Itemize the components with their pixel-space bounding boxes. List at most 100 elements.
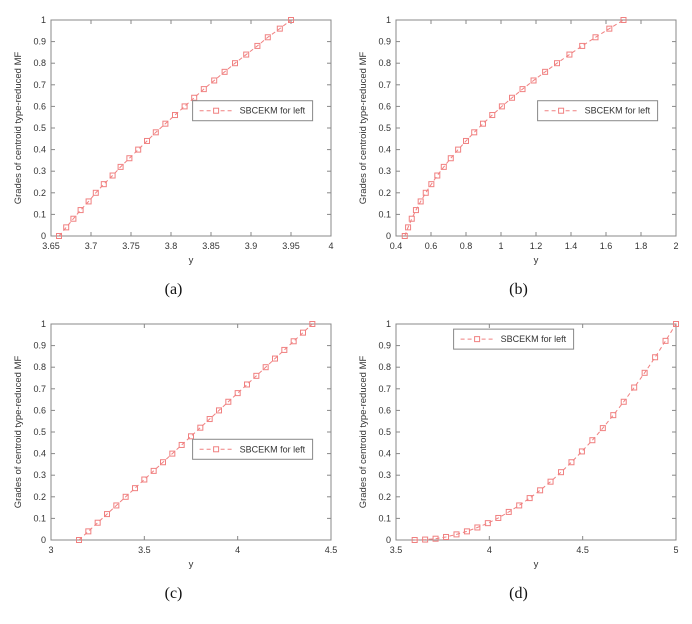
legend-box (191, 438, 313, 460)
series-marker (427, 181, 434, 188)
series-marker (109, 172, 116, 179)
x-tick-label: 3.85 (202, 241, 220, 251)
y-tick-label: 0.3 (378, 470, 391, 480)
y-tick-label: 0.8 (378, 58, 391, 68)
series-marker (411, 537, 418, 543)
series-marker (150, 467, 157, 474)
chart-svg: 3.5 4 4.5 5 0 0.1 0.2 0.3 0.4 0.5 0.6 0.7 0.8 0.9 1 y Gr… (358, 319, 679, 570)
series-marker (452, 531, 459, 538)
x-tick-label: 5 (673, 545, 678, 555)
series-marker (159, 459, 166, 466)
series-marker (299, 329, 306, 336)
y-tick-label: 0.7 (33, 80, 46, 90)
series-marker (442, 533, 449, 540)
series-line (414, 323, 676, 541)
axes-box (50, 19, 331, 237)
y-tick-label: 0.2 (33, 188, 46, 198)
series-marker (181, 103, 188, 110)
legend-marker-sample (473, 336, 480, 343)
series-marker (210, 77, 217, 84)
x-tick-label: 3.8 (164, 241, 177, 251)
series-marker (433, 172, 440, 179)
series-marker (243, 381, 250, 388)
y-axis-label: Grades of centroid type-reduced MF (13, 52, 24, 205)
series-marker (553, 60, 560, 67)
series-marker (308, 321, 315, 327)
y-tick-label: 1 (385, 15, 390, 25)
x-tick-label: 3.7 (84, 241, 97, 251)
panel-b: 0.4 0.6 0.8 1 1.2 1.4 1.6 1.8 2 0 0.1 0.2 0.3 0.4 0.5 0… (346, 10, 691, 310)
y-tick-label: 1 (40, 319, 45, 329)
series-marker (484, 520, 491, 527)
series-marker (421, 536, 428, 543)
series-marker (276, 25, 283, 32)
legend-label: SBCEKM for left (239, 106, 305, 116)
series-marker (187, 433, 194, 440)
y-tick-label: 0 (385, 535, 390, 545)
series-marker (85, 198, 92, 205)
series-marker (161, 120, 168, 127)
chart-svg: 0.4 0.6 0.8 1 1.2 1.4 1.6 1.8 2 0 0.1 0.2 0.3 0.4 0.5 0… (358, 15, 679, 266)
y-tick-label: 0.9 (33, 341, 46, 351)
series-marker (440, 163, 447, 170)
x-tick-label: 4 (328, 241, 333, 251)
series-marker (488, 112, 495, 119)
legend-label: SBCEKM for left (584, 106, 650, 116)
panel-d: 3.5 4 4.5 5 0 0.1 0.2 0.3 0.4 0.5 0.6 0.7 0.8 0.9 1 y Gr… (346, 314, 691, 614)
x-tick-label: 0.8 (459, 241, 472, 251)
series-line (58, 19, 291, 237)
chart-c: 3 3.5 4 4.5 0 0.1 0.2 0.3 0.4 0.5 0.6 0.7 0.8 0.9 1 y Gr… (9, 314, 339, 582)
x-tick-label: 1.4 (564, 241, 577, 251)
series-marker (287, 17, 294, 23)
series-marker (578, 448, 585, 455)
y-tick-label: 0.9 (33, 37, 46, 47)
y-tick-label: 0.2 (378, 492, 391, 502)
y-tick-label: 0.3 (378, 166, 391, 176)
y-tick-label: 0.4 (378, 449, 391, 459)
y-tick-label: 0.8 (33, 362, 46, 372)
series-marker (508, 94, 515, 101)
series-marker (651, 354, 658, 361)
series-marker (290, 338, 297, 345)
caption-a: (a) (164, 281, 183, 298)
x-axis-label: y (533, 255, 538, 266)
y-tick-label: 0.6 (378, 405, 391, 415)
chart-b: 0.4 0.6 0.8 1 1.2 1.4 1.6 1.8 2 0 0.1 0.2 0.3 0.4 0.5 0… (354, 10, 684, 278)
series-marker (264, 34, 271, 41)
series-marker (530, 77, 537, 84)
x-axis-label: y (533, 559, 538, 570)
series-marker (125, 155, 132, 162)
series-marker (557, 469, 564, 476)
y-tick-label: 0 (40, 231, 45, 241)
series-marker (168, 450, 175, 457)
series-marker (280, 346, 287, 353)
x-tick-label: 3.5 (138, 545, 151, 555)
series-marker (498, 103, 505, 110)
series-marker (599, 425, 606, 432)
series-marker (578, 42, 585, 49)
y-tick-label: 0.4 (33, 449, 46, 459)
series-marker (171, 112, 178, 119)
series-marker (404, 224, 411, 231)
x-tick-label: 1.2 (529, 241, 542, 251)
x-tick-label: 1.8 (634, 241, 647, 251)
caption-d: (d) (509, 585, 528, 602)
chart-a: 3.65 3.7 3.75 3.8 3.85 3.9 3.95 4 0 0.1 0.2 0.3 0.4 0… (9, 10, 339, 278)
series-marker (178, 441, 185, 448)
series-marker (122, 493, 129, 500)
y-tick-label: 0.7 (378, 384, 391, 394)
x-tick-label: 3.5 (389, 545, 402, 555)
series-marker (117, 163, 124, 170)
y-tick-label: 0.2 (378, 188, 391, 198)
series-marker (620, 17, 626, 23)
series-marker (401, 233, 408, 239)
x-tick-label: 1 (498, 241, 503, 251)
series-marker (103, 511, 110, 518)
axes-box (395, 19, 676, 237)
caption-b: (b) (509, 281, 528, 298)
series-marker (609, 412, 616, 419)
y-tick-label: 0.7 (33, 384, 46, 394)
series-marker (422, 189, 429, 196)
series-marker (567, 459, 574, 466)
